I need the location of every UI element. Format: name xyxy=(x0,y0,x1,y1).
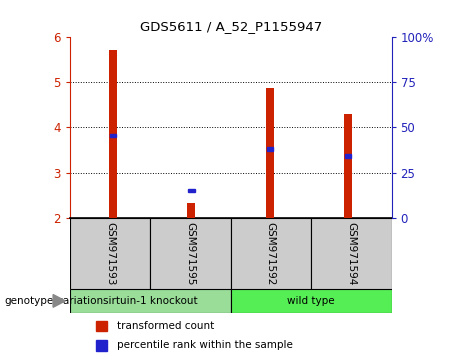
Bar xyxy=(311,218,392,289)
Bar xyxy=(345,154,351,158)
Bar xyxy=(230,289,392,313)
Text: GSM971594: GSM971594 xyxy=(346,222,356,285)
Text: GSM971592: GSM971592 xyxy=(266,222,276,285)
Text: percentile rank within the sample: percentile rank within the sample xyxy=(117,341,293,350)
Bar xyxy=(266,88,274,218)
Bar xyxy=(188,189,194,193)
Text: sirtuin-1 knockout: sirtuin-1 knockout xyxy=(103,296,198,306)
Text: GSM971595: GSM971595 xyxy=(185,222,195,285)
Bar xyxy=(109,50,117,218)
Bar xyxy=(70,289,230,313)
Bar xyxy=(110,134,116,137)
Polygon shape xyxy=(53,295,65,307)
Text: transformed count: transformed count xyxy=(117,321,215,331)
Bar xyxy=(150,218,230,289)
Text: GSM971593: GSM971593 xyxy=(105,222,115,285)
Bar xyxy=(70,218,150,289)
Title: GDS5611 / A_52_P1155947: GDS5611 / A_52_P1155947 xyxy=(140,20,322,33)
Bar xyxy=(188,203,195,218)
Bar xyxy=(95,320,108,331)
Bar xyxy=(267,147,273,151)
Bar xyxy=(344,114,352,218)
Bar xyxy=(95,340,108,351)
Text: genotype/variation: genotype/variation xyxy=(4,296,104,306)
Bar xyxy=(230,218,311,289)
Text: wild type: wild type xyxy=(287,296,335,306)
